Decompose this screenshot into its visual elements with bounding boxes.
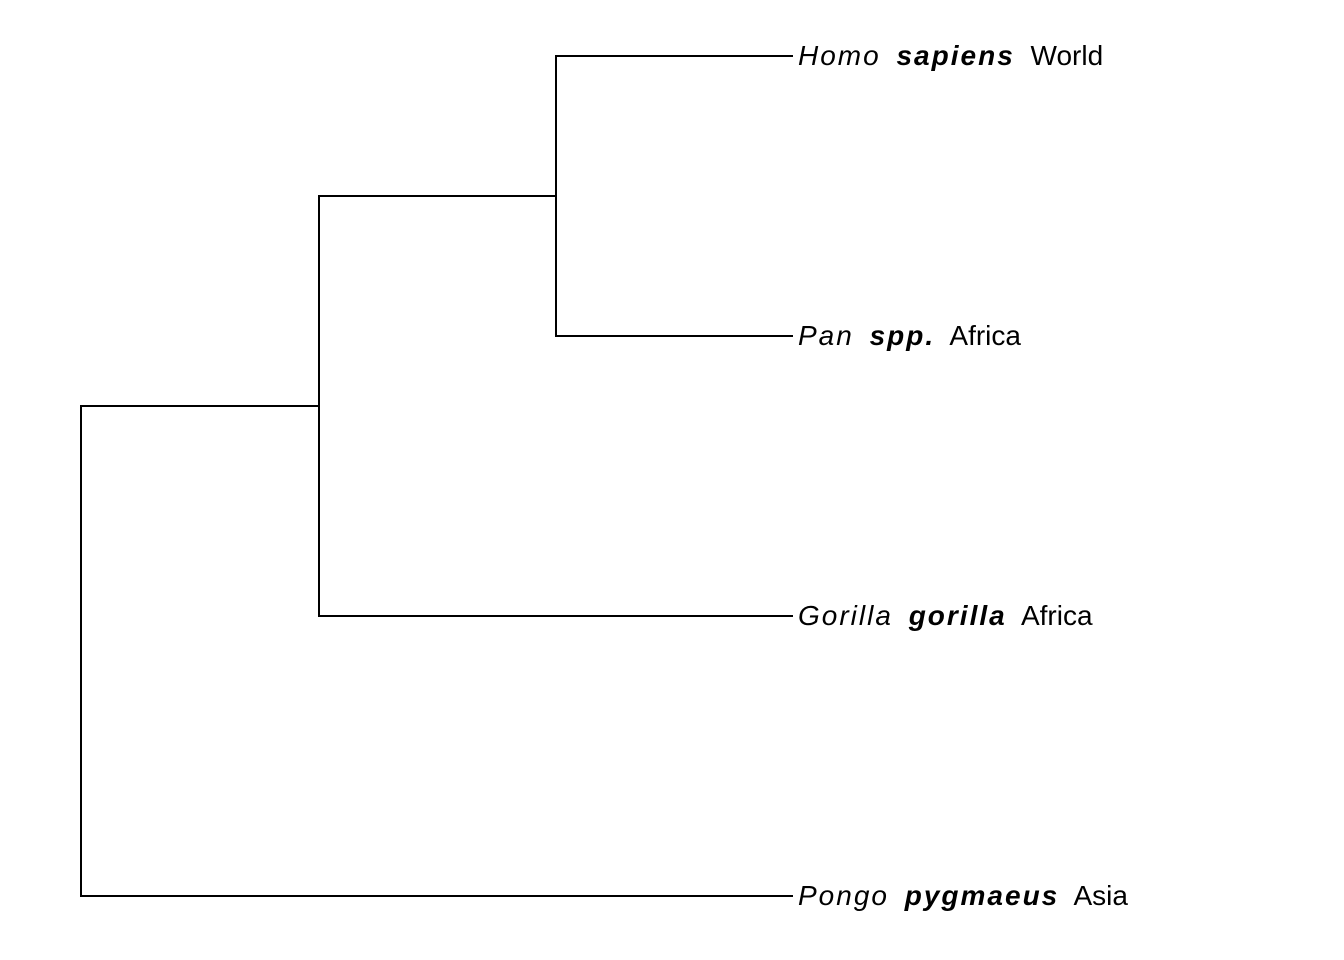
tip-label-pongo: Pongo pygmaeus Asia	[798, 880, 1128, 911]
genus-name: Homo	[798, 40, 881, 71]
species-name: spp.	[870, 320, 936, 351]
region-name: Africa	[1021, 600, 1093, 631]
tip-label-pan: Pan spp. Africa	[798, 320, 1021, 351]
species-name: gorilla	[908, 600, 1007, 631]
genus-name: Pongo	[798, 880, 889, 911]
tip-label-homo: Homo sapiens World	[798, 40, 1103, 71]
region-name: World	[1031, 40, 1104, 71]
genus-name: Gorilla	[798, 600, 893, 631]
species-name: pygmaeus	[904, 880, 1060, 911]
genus-name: Pan	[798, 320, 854, 351]
region-name: Africa	[949, 320, 1021, 351]
tip-label-gorilla: Gorilla gorilla Africa	[798, 600, 1093, 631]
species-name: sapiens	[896, 40, 1014, 71]
region-name: Asia	[1073, 880, 1128, 911]
